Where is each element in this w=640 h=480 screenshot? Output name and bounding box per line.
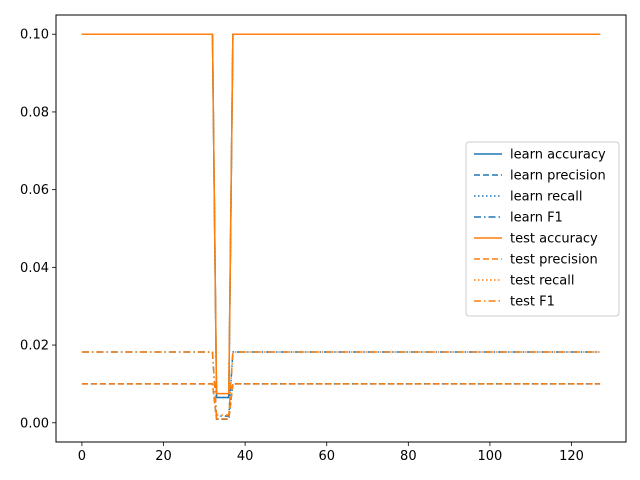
x-tick-label: 100 — [478, 449, 503, 464]
legend: learn accuracy learn precision learn recal… — [465, 141, 620, 317]
y-tick-label: 0.02 — [20, 339, 49, 354]
legend-label-4: learn F1 — [510, 211, 563, 226]
x-tick-label: 0 — [78, 449, 86, 464]
legend-label-8: test F1 — [510, 295, 555, 310]
y-tick-label: 0.00 — [20, 416, 49, 431]
x-tick-label: 80 — [400, 449, 417, 464]
x-tick-label: 60 — [318, 449, 335, 464]
legend-label-5: test accuracy — [510, 232, 598, 247]
plot-frame — [55, 14, 627, 443]
legend-label-3: learn recall — [510, 190, 582, 205]
x-axis: 0 20 40 60 80 100 120 — [78, 442, 584, 464]
x-tick-label: 40 — [237, 449, 254, 464]
x-tick-label: 20 — [155, 449, 172, 464]
legend-label-1: learn accuracy — [510, 148, 606, 163]
legend-label-2: learn precision — [510, 169, 606, 184]
y-tick-label: 0.08 — [20, 105, 49, 120]
y-axis: 0.00 0.02 0.04 0.06 0.08 0.10 — [20, 28, 56, 431]
y-tick-label: 0.06 — [20, 183, 49, 198]
y-tick-label: 0.10 — [20, 28, 49, 43]
series-line-7 — [81, 33, 601, 395]
y-tick-label: 0.04 — [20, 261, 49, 276]
x-tick-label: 120 — [559, 449, 584, 464]
series-line-6 — [81, 383, 601, 420]
series-line-8 — [81, 351, 601, 416]
legend-label-6: test precision — [510, 253, 598, 268]
legend-box — [465, 141, 620, 317]
legend-label-7: test recall — [510, 274, 575, 289]
series-layer — [81, 33, 601, 421]
